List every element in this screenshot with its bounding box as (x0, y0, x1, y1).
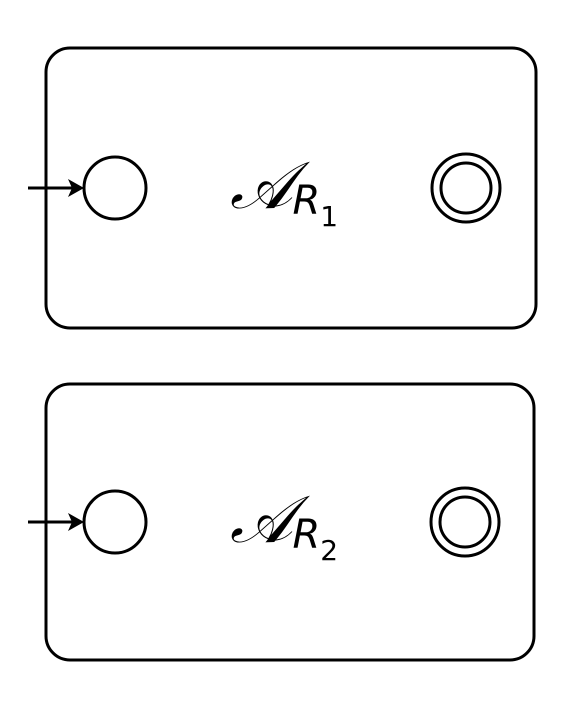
automaton-2-final-state (429, 486, 501, 558)
automaton-1-subscript-index: 1 (320, 200, 338, 233)
automaton-2-subscript-index: 2 (320, 534, 338, 567)
automaton-1-label: 𝒜R1 (230, 147, 338, 233)
automaton-2-subscript: R (292, 512, 320, 558)
automaton-1-final-state (430, 152, 502, 224)
automaton-1-start-arrow (28, 179, 84, 197)
automaton-2: 𝒜R2 (28, 382, 536, 662)
automaton-2-initial-state (82, 489, 148, 555)
automaton-1-subscript: R (292, 178, 320, 224)
automaton-2-start-arrow (28, 513, 84, 531)
automaton-1-initial-state (82, 155, 148, 221)
automaton-1: 𝒜R1 (28, 46, 538, 330)
